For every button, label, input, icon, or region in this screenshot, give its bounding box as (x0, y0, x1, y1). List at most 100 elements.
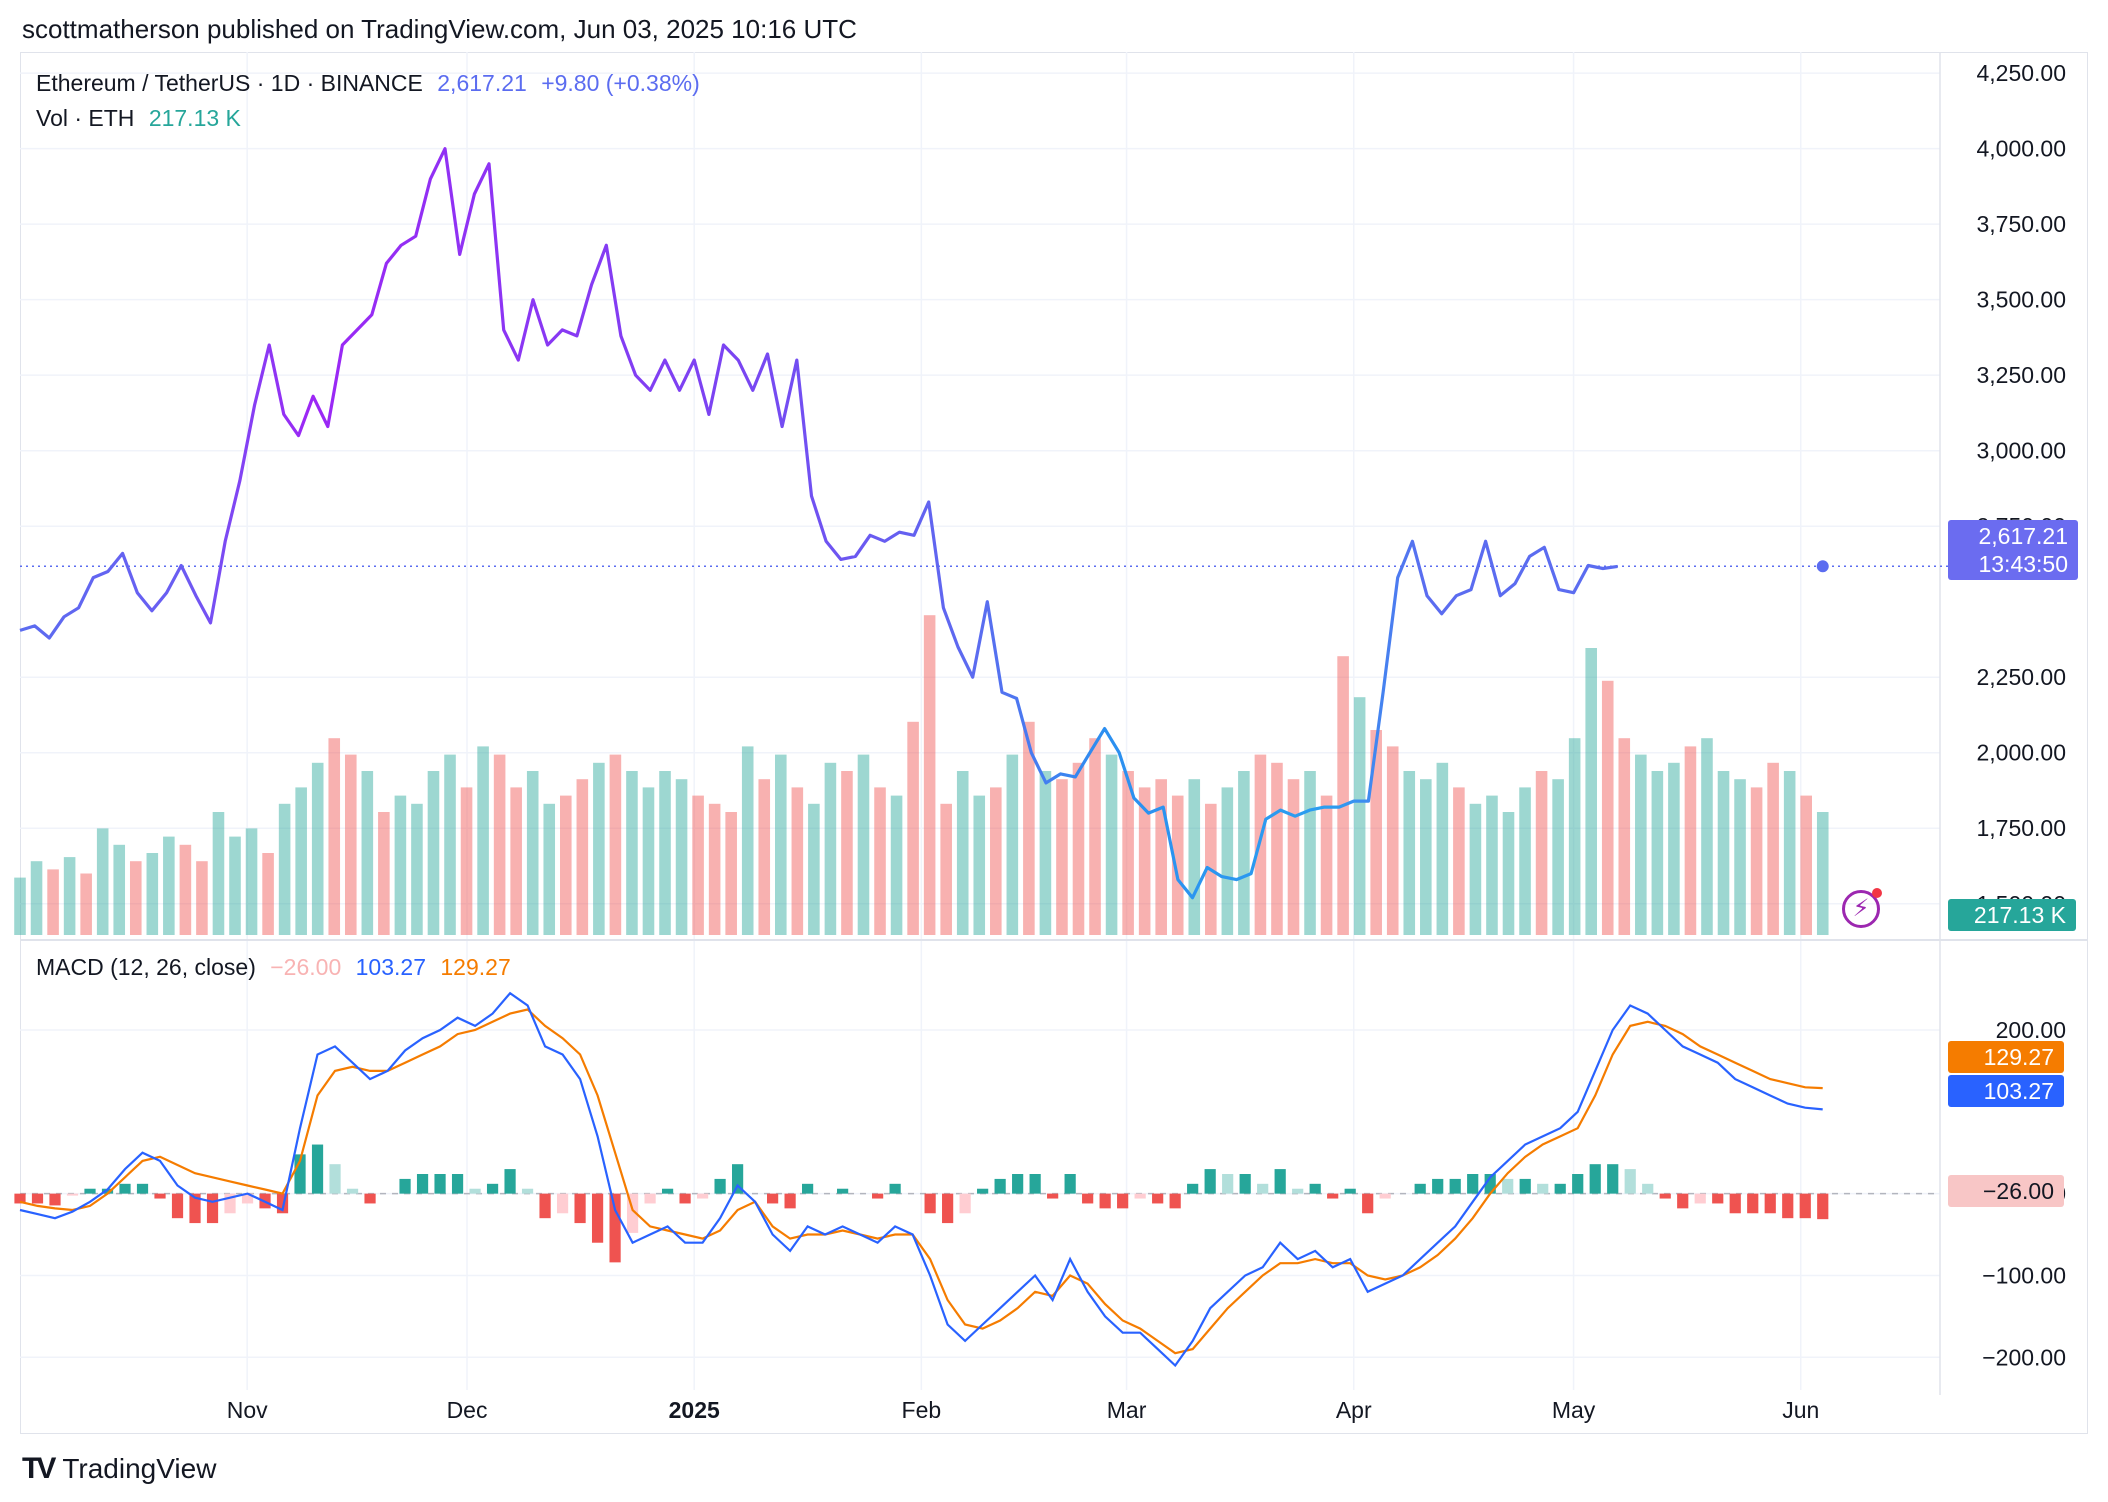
volume-bar (1552, 779, 1564, 935)
y-tick-label: 3,000.00 (1976, 438, 2066, 464)
macd-histogram-bar (207, 1194, 218, 1223)
volume-bar (1470, 804, 1482, 935)
macd-histogram-bar (1467, 1174, 1478, 1194)
volume-bar (461, 787, 473, 935)
volume-bar (196, 861, 208, 935)
x-tick-label: Feb (902, 1397, 942, 1423)
x-tick-label: Dec (447, 1397, 488, 1423)
macd-histogram-bar (1380, 1194, 1391, 1199)
volume-bar (279, 804, 291, 935)
y-tick-label: 2,250.00 (1976, 664, 2066, 690)
macd-histogram-bar (1047, 1194, 1058, 1199)
tradingview-logo-icon[interactable]: TV (22, 1452, 52, 1486)
volume-bar (825, 763, 837, 935)
volume-bar (1519, 787, 1531, 935)
volume-bar (858, 755, 870, 935)
volume-bar (14, 878, 26, 935)
volume-bar (1403, 771, 1415, 935)
y-tick-label: 4,250.00 (1976, 60, 2066, 86)
macd-histogram-bar (1275, 1169, 1286, 1194)
macd-histogram-bar (1240, 1174, 1251, 1194)
volume-bar (1453, 787, 1465, 935)
macd-histogram-bar (364, 1194, 375, 1204)
volume-bar (1503, 812, 1515, 935)
x-tick-label: May (1552, 1397, 1596, 1423)
macd-histogram-bar (1660, 1194, 1671, 1199)
volume-bar (163, 837, 175, 935)
volume-bar (659, 771, 671, 935)
macd-histogram-bar (1712, 1194, 1723, 1204)
macd-label[interactable]: MACD (12, 26, close) (36, 954, 256, 980)
symbol-title[interactable]: Ethereum / TetherUS · 1D · BINANCE (36, 70, 423, 96)
macd-histogram-bar (1537, 1184, 1548, 1194)
macd-histogram-bar (1187, 1184, 1198, 1194)
macd-histogram-bar (1012, 1174, 1023, 1194)
macd-histogram-bar (1030, 1174, 1041, 1194)
macd-histogram-bar (872, 1194, 883, 1199)
volume-bar (1073, 763, 1085, 935)
chart-svg[interactable]: Nov Dec 2025 Feb Mar Apr May Jun4,250.004,000.0… (0, 0, 2108, 1502)
macd-histogram-bar (1555, 1184, 1566, 1194)
volume-bar (1784, 771, 1796, 935)
volume-bar (1387, 746, 1399, 935)
macd-histogram-bar (574, 1194, 585, 1223)
macd-histogram-bar (1257, 1184, 1268, 1194)
volume-value: 217.13 K (149, 105, 241, 131)
macd-histogram-bar (1152, 1194, 1163, 1204)
macd-histogram-bar (49, 1194, 60, 1206)
volume-bar (1222, 787, 1234, 935)
volume-bar (1734, 779, 1746, 935)
macd-histogram-bar (977, 1189, 988, 1194)
volume-bar (543, 804, 555, 935)
y-tick-label: 4,000.00 (1976, 136, 2066, 162)
macd-histogram-bar (1800, 1194, 1811, 1219)
macd-histogram-bar (697, 1194, 708, 1199)
macd-histogram-bar (1345, 1189, 1356, 1194)
macd-histogram-bar (1222, 1174, 1233, 1194)
symbol-legend: Ethereum / TetherUS · 1D · BINANCE 2,617… (36, 70, 708, 97)
volume-bar (1652, 771, 1664, 935)
macd-histogram-bar (329, 1164, 340, 1193)
volume-label[interactable]: Vol · ETH (36, 105, 134, 131)
volume-bar (477, 746, 489, 935)
macd-histogram-bar (785, 1194, 796, 1209)
legend-change: +9.80 (+0.38%) (541, 70, 700, 96)
volume-bar (494, 755, 506, 935)
macd-histogram-bar (417, 1174, 428, 1194)
volume-bar (328, 738, 340, 935)
macd-histogram-bar (452, 1174, 463, 1194)
macd-histogram-bar (1327, 1194, 1338, 1199)
y-tick-label: 2,000.00 (1976, 740, 2066, 766)
volume-bar (1751, 787, 1763, 935)
macd-histogram-bar (1117, 1194, 1128, 1209)
volume-bar (1817, 812, 1829, 935)
volume-bar (113, 845, 125, 935)
volume-bar (1420, 779, 1432, 935)
signal-pill: 129.27 (1948, 1041, 2064, 1073)
macd-histogram-bar (1817, 1194, 1828, 1220)
macd-histogram-bar (1205, 1169, 1216, 1194)
volume-bar (362, 771, 374, 935)
volume-bar (378, 812, 390, 935)
volume-bar (31, 861, 43, 935)
volume-bar (692, 796, 704, 935)
volume-bar (1635, 755, 1647, 935)
price-pill-countdown: 13:43:50 (1958, 550, 2068, 578)
macd-histogram-bar (1310, 1184, 1321, 1194)
macd-histogram-bar (1082, 1194, 1093, 1204)
volume-bar (1007, 755, 1019, 935)
volume-bar (1188, 779, 1200, 935)
brand-name[interactable]: TradingView (62, 1453, 216, 1485)
volume-bar (1800, 796, 1812, 935)
volume-bar (907, 722, 919, 935)
volume-bar (97, 828, 109, 935)
volume-bar (874, 787, 886, 935)
macd-legend: MACD (12, 26, close) −26.00 103.27 129.2… (36, 954, 519, 981)
volume-bar (47, 869, 59, 935)
macd-histogram-bar (1572, 1174, 1583, 1194)
volume-bar (1585, 648, 1597, 935)
macd-histogram-bar (995, 1179, 1006, 1194)
price-pill: 2,617.21 13:43:50 (1948, 520, 2078, 580)
y-tick-label: 3,250.00 (1976, 362, 2066, 388)
volume-bar (1718, 771, 1730, 935)
